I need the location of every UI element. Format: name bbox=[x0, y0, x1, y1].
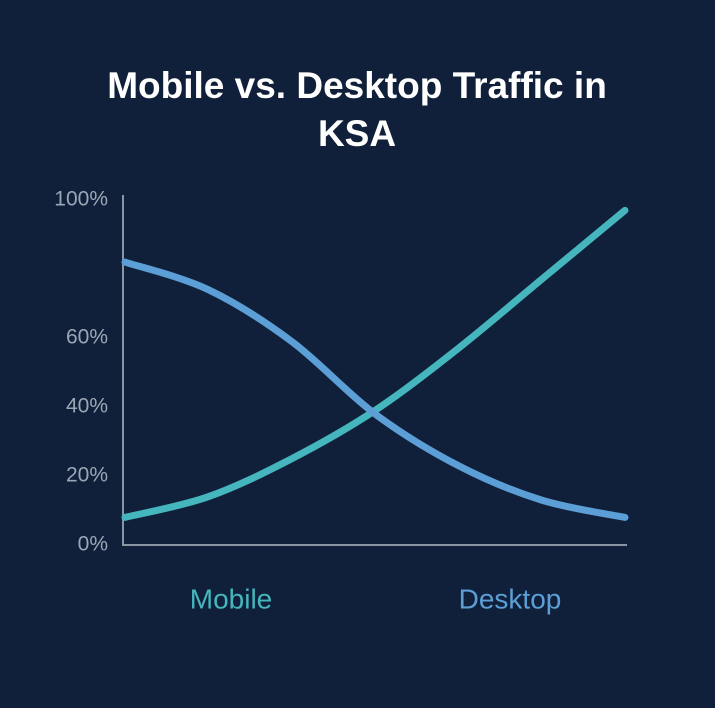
chart-title: Mobile vs. Desktop Traffic in KSA bbox=[107, 65, 607, 154]
y-tick-label: 100% bbox=[54, 188, 108, 211]
y-tick-label: 60% bbox=[66, 326, 108, 349]
legend-label: Desktop bbox=[459, 583, 562, 614]
y-tick-label: 0% bbox=[78, 533, 108, 556]
y-tick-label: 40% bbox=[66, 395, 108, 418]
line bbox=[121, 206, 629, 521]
y-tick-label: 20% bbox=[66, 464, 108, 487]
legend-label: Mobile bbox=[190, 583, 272, 614]
line bbox=[121, 258, 629, 521]
